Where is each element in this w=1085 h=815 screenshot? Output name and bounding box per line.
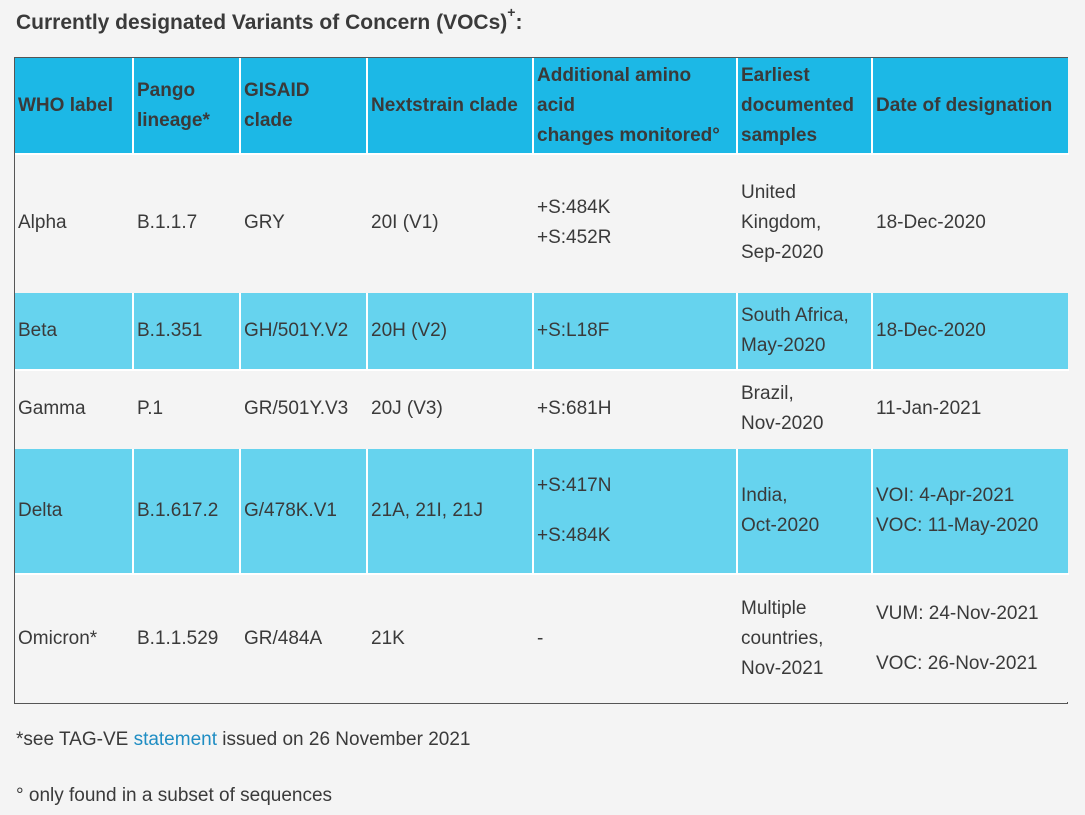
table-row: Beta B.1.351 GH/501Y.V2 20H (V2) +S:L18F… bbox=[15, 292, 1068, 371]
cell-designation: 18-Dec-2020 bbox=[872, 292, 1068, 371]
cell-amino: +S:681H bbox=[533, 370, 738, 449]
cell-gisaid: GR/501Y.V3 bbox=[240, 370, 368, 449]
voc-table: WHO label Pango lineage* GISAID clade Ne… bbox=[15, 58, 1069, 702]
cell-gisaid: G/478K.V1 bbox=[240, 448, 368, 575]
cell-nextstrain: 21K bbox=[367, 574, 534, 702]
cell-gisaid: GRY bbox=[240, 154, 368, 293]
cell-earliest: South Africa, May-2020 bbox=[737, 292, 873, 371]
cell-amino: +S:L18F bbox=[533, 292, 738, 371]
cell-who-label: Omicron* bbox=[15, 574, 134, 702]
footnote-tag-ve: *see TAG-VE statement issued on 26 Novem… bbox=[16, 729, 471, 751]
header-who-label: WHO label bbox=[15, 58, 134, 155]
cell-earliest: United Kingdom, Sep-2020 bbox=[737, 154, 873, 293]
cell-nextstrain: 20J (V3) bbox=[367, 370, 534, 449]
table-row: Alpha B.1.1.7 GRY 20I (V1) +S:484K +S:45… bbox=[15, 154, 1069, 293]
statement-link[interactable]: statement bbox=[133, 729, 217, 750]
footnote-prefix: *see TAG-VE bbox=[16, 729, 134, 750]
header-amino-acid-changes: Additional amino acid changes monitored° bbox=[533, 58, 738, 155]
table-header-row: WHO label Pango lineage* GISAID clade Ne… bbox=[15, 58, 1068, 155]
cell-pango: B.1.617.2 bbox=[133, 448, 241, 575]
cell-nextstrain: 21A, 21I, 21J bbox=[367, 448, 534, 575]
cell-designation: 18-Dec-2020 bbox=[872, 154, 1069, 293]
cell-gisaid: GH/501Y.V2 bbox=[240, 292, 368, 371]
cell-nextstrain: 20I (V1) bbox=[367, 154, 534, 293]
header-gisaid-clade: GISAID clade bbox=[240, 58, 368, 155]
title-superscript: + bbox=[507, 4, 516, 20]
page-title: Currently designated Variants of Concern… bbox=[16, 4, 523, 35]
cell-earliest: Brazil, Nov-2020 bbox=[737, 370, 873, 449]
cell-earliest: Multiple countries, Nov-2021 bbox=[737, 574, 873, 702]
footnote-suffix: issued on 26 November 2021 bbox=[217, 729, 471, 750]
cell-designation: 11-Jan-2021 bbox=[872, 370, 1069, 449]
cell-pango: P.1 bbox=[133, 370, 241, 449]
cell-earliest: India, Oct-2020 bbox=[737, 448, 873, 575]
header-earliest-samples: Earliest documented samples bbox=[737, 58, 873, 155]
cell-pango: B.1.1.7 bbox=[133, 154, 241, 293]
cell-pango: B.1.1.529 bbox=[133, 574, 241, 702]
cell-amino: - bbox=[533, 574, 738, 702]
header-pango-lineage: Pango lineage* bbox=[133, 58, 241, 155]
cell-who-label: Delta bbox=[15, 448, 134, 575]
cell-who-label: Gamma bbox=[15, 370, 134, 449]
footnote-subset: ° only found in a subset of sequences bbox=[16, 785, 333, 806]
title-text: Currently designated Variants of Concern… bbox=[16, 11, 508, 34]
cell-who-label: Beta bbox=[15, 292, 134, 371]
cell-gisaid: GR/484A bbox=[240, 574, 368, 702]
title-suffix: : bbox=[515, 11, 523, 34]
header-date-of-designation: Date of designation bbox=[872, 58, 1068, 155]
table-row: Omicron* B.1.1.529 GR/484A 21K - Multipl… bbox=[15, 574, 1069, 702]
cell-designation: VOI: 4-Apr-2021 VOC: 11-May-2020 bbox=[872, 448, 1068, 575]
header-nextstrain-clade: Nextstrain clade bbox=[367, 58, 534, 155]
voc-table-frame: WHO label Pango lineage* GISAID clade Ne… bbox=[14, 57, 1069, 704]
cell-amino: +S:484K +S:452R bbox=[533, 154, 738, 293]
table-row: Delta B.1.617.2 G/478K.V1 21A, 21I, 21J … bbox=[15, 448, 1068, 575]
cell-amino: +S:417N +S:484K bbox=[533, 448, 738, 575]
cell-nextstrain: 20H (V2) bbox=[367, 292, 534, 371]
table-row: Gamma P.1 GR/501Y.V3 20J (V3) +S:681H Br… bbox=[15, 370, 1069, 449]
cell-who-label: Alpha bbox=[15, 154, 134, 293]
cell-pango: B.1.351 bbox=[133, 292, 241, 371]
cell-designation: VUM: 24-Nov-2021 VOC: 26-Nov-2021 bbox=[872, 574, 1069, 702]
